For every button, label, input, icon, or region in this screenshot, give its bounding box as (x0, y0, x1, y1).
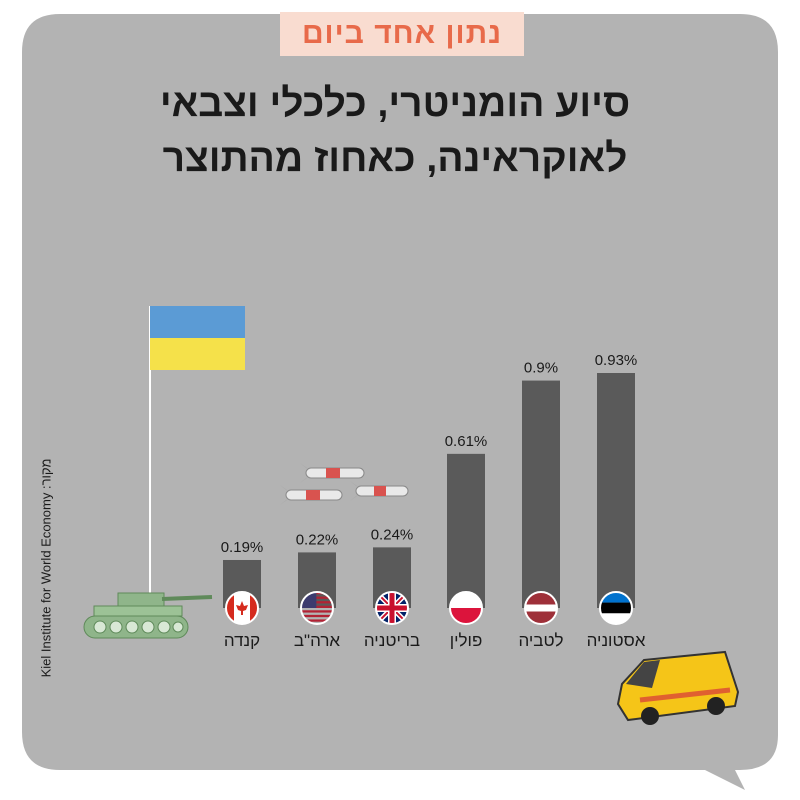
estonia-flag-icon (599, 591, 633, 625)
category-label-latvia: לטביה (518, 631, 563, 650)
value-label-canada: 0.19% (221, 539, 264, 556)
value-label-latvia: 0.9% (524, 360, 558, 377)
category-label-canada: קנדה (224, 631, 260, 650)
value-label-estonia: 0.93% (595, 352, 638, 369)
latvia-flag-icon (524, 591, 558, 625)
category-label-uk: בריטניה (364, 631, 420, 650)
value-label-poland: 0.61% (445, 433, 488, 450)
source-note: Kiel Institute for World Economy :מקור (38, 458, 54, 678)
value-label-usa: 0.22% (296, 531, 339, 548)
header-tag: נתון אחד ביום (280, 12, 524, 56)
bar-poland (447, 453, 485, 608)
tank-icon (83, 592, 213, 639)
title-line-1: סיוע הומניטרי, כלכלי וצבאי (159, 82, 631, 125)
title-line-2: לאוקראינה, כאחוז מהתוצר (162, 137, 628, 180)
bar-chart: 0.19% קנדה 0.22% ארה"ב 0.24% בריטניה 0.61% פולי… (221, 352, 646, 650)
ukraine-flag-icon (149, 306, 245, 594)
category-label-estonia: אסטוניה (587, 631, 646, 650)
header-tag-text: נתון אחד ביום (301, 17, 503, 50)
poland-flag-icon (449, 591, 483, 625)
category-label-poland: פולין (450, 631, 483, 650)
ambulance-icon (616, 650, 740, 725)
missile-icon (280, 463, 409, 505)
value-label-uk: 0.24% (371, 526, 414, 543)
category-label-usa: ארה"ב (294, 631, 341, 650)
bar-latvia (522, 380, 560, 608)
canada-flag-icon (225, 591, 259, 625)
bar-estonia (597, 373, 635, 608)
uk-flag-icon (375, 591, 409, 625)
